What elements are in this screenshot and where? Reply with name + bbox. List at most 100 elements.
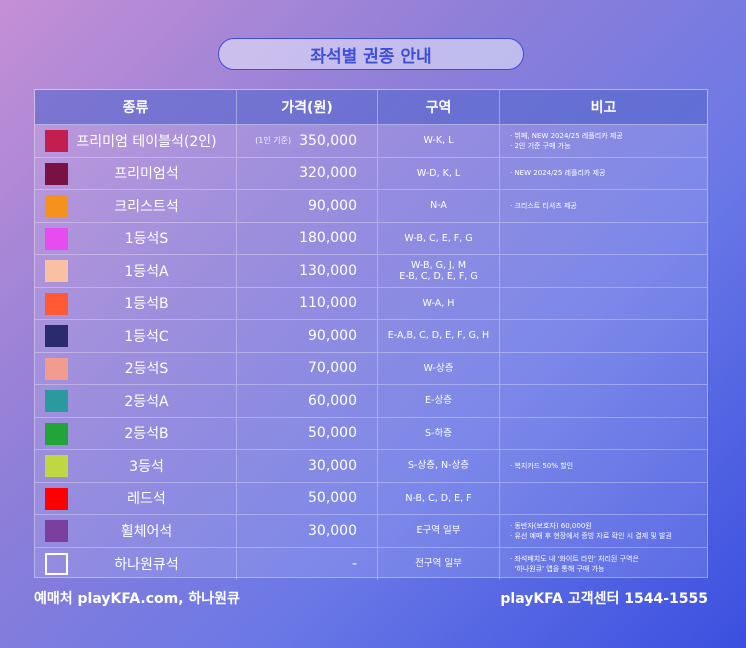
seat-type-cell: 레드석: [35, 482, 237, 514]
price-cell: 30,000: [237, 450, 378, 482]
ticket-vendor-info: 예매처 playKFA.com, 하나원큐: [34, 591, 240, 607]
zone-cell: N-B, C, D, E, F: [378, 482, 500, 514]
zone-cell: W-A, H: [378, 287, 500, 319]
price-value: 320,000: [299, 165, 357, 182]
zone-cell: W-K, L: [378, 125, 500, 157]
zone-cell: S-하층: [378, 417, 500, 449]
header-zone: 구역: [378, 90, 500, 124]
seat-color-swatch: [45, 455, 68, 477]
seat-color-swatch: [45, 227, 68, 250]
header-type: 종류: [35, 90, 237, 124]
zone-text: S-상층, N-상층: [408, 460, 469, 472]
seat-type-cell: 휠체어석: [35, 515, 237, 547]
seat-type-name: 크리스트석: [114, 198, 179, 215]
seat-type-name: 프리미엄석: [114, 166, 179, 183]
note-text: · 유선 예매 후 현장에서 증빙 자료 확인 시 결제 및 발권: [510, 531, 672, 540]
seat-color-swatch: [45, 130, 68, 152]
price-cell: -: [237, 547, 378, 580]
price-value: 70,000: [308, 360, 357, 377]
note-text: · 크리스트 티셔츠 제공: [510, 201, 577, 210]
note-cell: [500, 255, 707, 287]
price-value: 50,000: [308, 490, 357, 507]
seat-type-name: 1등석C: [124, 328, 169, 345]
zone-text: W-D, K, L: [416, 167, 461, 179]
note-text: · 좌석배치도 내 '화이트 라인' 처리된 구역은: [510, 554, 639, 563]
note-cell: [500, 288, 707, 320]
seat-color-swatch: [45, 552, 68, 575]
price-cell: 50,000: [237, 417, 378, 449]
price-cell: 50,000: [237, 482, 378, 514]
seat-type-cell: 1등석C: [35, 320, 237, 352]
seat-color-swatch: [45, 260, 68, 282]
zone-cell: S-상층, N-상층: [378, 450, 500, 482]
price-cell: 30,000: [237, 515, 378, 547]
zone-cell: W-B, C, E, F, G: [378, 222, 500, 254]
table-row: 1등석A 130,000 W-B, G, J, M E-B, C, D, E, F, …: [35, 255, 707, 288]
price-value: 60,000: [308, 392, 357, 409]
zone-text: W-상층: [423, 362, 454, 374]
zone-text: E-상층: [425, 395, 452, 407]
price-cell: (1인 기준) 350,000: [237, 125, 378, 157]
zone-text: N-B, C, D, E, F: [405, 492, 472, 504]
price-cell: 90,000: [237, 320, 378, 352]
price-cell: 110,000: [237, 287, 378, 319]
note-text: '하나원큐' 앱을 통해 구매 가능: [510, 564, 605, 573]
price-cell: 180,000: [237, 222, 378, 254]
seat-color-swatch: [45, 487, 68, 510]
seat-color-swatch: [45, 325, 68, 347]
note-text: · 뷔페, NEW 2024/25 레플리카 제공: [510, 131, 623, 140]
table-row: 레드석 50,000 N-B, C, D, E, F: [35, 482, 707, 515]
note-cell: [500, 320, 707, 352]
zone-text: E구역 일부: [416, 525, 461, 537]
price-value: 350,000: [299, 132, 357, 149]
seat-type-name: 프리미엄 테이블석(2인): [76, 133, 217, 150]
table-row: 1등석C 90,000 E-A,B, C, D, E, F, G, H: [35, 320, 707, 353]
zone-cell: W-D, K, L: [378, 157, 500, 189]
seat-type-cell: 크리스트석: [35, 190, 237, 222]
seat-type-name: 1등석S: [124, 231, 169, 248]
seat-type-cell: 2등석S: [35, 352, 237, 384]
price-value: 50,000: [308, 425, 357, 442]
note-cell: [500, 223, 707, 255]
zone-cell: E-A,B, C, D, E, F, G, H: [378, 320, 500, 352]
note-cell: · 동반자(보호자) 60,000원 · 유선 예매 후 현장에서 증빙 자료 확…: [500, 515, 707, 547]
note-cell: · 좌석배치도 내 '화이트 라인' 처리된 구역은 '하나원큐' 앱을 통해 …: [500, 548, 707, 581]
zone-cell: E구역 일부: [378, 515, 500, 547]
note-text: · 동반자(보호자) 60,000원: [510, 521, 592, 530]
seat-type-name: 휠체어석: [120, 523, 173, 540]
price-cell: 70,000: [237, 352, 378, 384]
seat-type-cell: 프리미엄 테이블석(2인): [35, 125, 237, 157]
zone-cell: 전구역 일부: [378, 547, 500, 580]
note-cell: · 뷔페, NEW 2024/25 레플리카 제공 · 2인 기준 구매 가능: [500, 125, 707, 157]
zone-text: E-A,B, C, D, E, F, G, H: [387, 330, 490, 342]
table-row: 크리스트석 90,000 N-A · 크리스트 티셔츠 제공: [35, 190, 707, 223]
seat-type-name: 1등석A: [124, 263, 169, 280]
note-text: · 2인 기준 구매 가능: [510, 141, 571, 150]
customer-center-info: playKFA 고객센터 1544-1555: [500, 591, 708, 607]
seat-type-cell: 1등석S: [35, 222, 237, 254]
price-cell: 60,000: [237, 385, 378, 417]
table-row: 2등석B 50,000 S-하층: [35, 417, 707, 450]
price-value: 180,000: [299, 230, 357, 247]
price-value: 90,000: [308, 197, 357, 214]
header-note: 비고: [590, 100, 617, 116]
table-row: 2등석S 70,000 W-상층: [35, 352, 707, 385]
price-cell: 320,000: [237, 157, 378, 189]
seat-color-swatch: [45, 292, 68, 315]
seat-price-table: 종류 가격(원) 구역 비고 프리미엄 테이블석(2인) (1인 기준) 350,0…: [34, 89, 708, 581]
zone-text: W-B, C, E, F, G: [404, 232, 473, 244]
seat-color-swatch: [45, 520, 68, 542]
page-title: 좌석별 권종 안내: [218, 38, 524, 70]
seat-type-cell: 하나원큐석: [35, 547, 237, 580]
price-note: (1인 기준): [255, 136, 292, 146]
seat-color-swatch: [45, 390, 68, 412]
table-row: 2등석A 60,000 E-상층: [35, 385, 707, 418]
price-cell: 130,000: [237, 255, 378, 287]
price-value: 110,000: [299, 295, 357, 312]
seat-type-name: 2등석B: [124, 426, 169, 443]
note-cell: · 복지카드 50% 할인: [500, 450, 707, 482]
table-row: 3등석 30,000 S-상층, N-상층 · 복지카드 50% 할인: [35, 450, 707, 483]
seat-type-name: 하나원큐석: [114, 556, 179, 573]
seat-color-swatch: [45, 357, 68, 380]
note-cell: [500, 418, 707, 450]
